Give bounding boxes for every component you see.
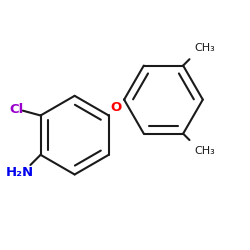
Text: O: O xyxy=(111,101,122,114)
Text: CH₃: CH₃ xyxy=(194,146,215,156)
Text: H₂N: H₂N xyxy=(6,166,34,179)
Text: Cl: Cl xyxy=(9,103,24,116)
Text: CH₃: CH₃ xyxy=(194,43,215,53)
